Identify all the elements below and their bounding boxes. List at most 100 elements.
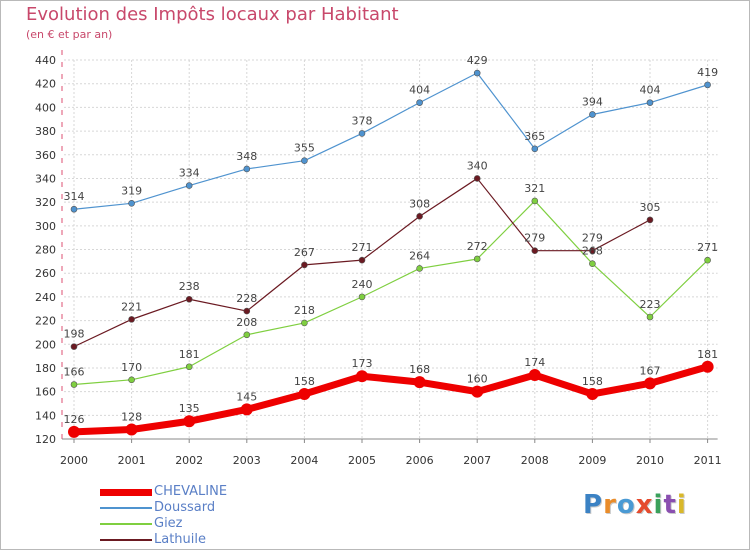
data-point-doussard bbox=[589, 111, 596, 118]
data-label-giez: 321 bbox=[524, 182, 545, 195]
x-tick-label: 2009 bbox=[578, 454, 606, 467]
legend-item-giez: Giez bbox=[100, 516, 320, 532]
data-label-giez: 223 bbox=[640, 298, 661, 311]
y-tick-label: 160 bbox=[35, 386, 56, 399]
data-point-giez bbox=[704, 256, 711, 264]
x-tick-label: 2001 bbox=[118, 454, 146, 467]
legend-item-chevaline: CHEVALINE bbox=[100, 484, 320, 500]
chart-subtitle: (en € et par an) bbox=[26, 28, 113, 41]
data-label-doussard: 378 bbox=[352, 114, 373, 127]
x-tick-label: 2008 bbox=[521, 454, 549, 467]
data-label-chevaline: 181 bbox=[697, 348, 718, 361]
data-labels: 314 319 334 348 355 378 404 429 365 394 404 419 166 1… bbox=[64, 54, 719, 426]
data-point-lathuile bbox=[358, 256, 366, 264]
data-label-chevaline: 158 bbox=[582, 375, 603, 388]
y-tick-label: 320 bbox=[35, 196, 56, 209]
data-label-lathuile: 221 bbox=[121, 300, 142, 313]
data-point-doussard bbox=[531, 145, 539, 153]
data-point-chevaline bbox=[240, 403, 253, 416]
data-label-doussard: 394 bbox=[582, 95, 603, 108]
data-point-chevaline bbox=[528, 369, 541, 382]
legend-label-giez: Giez bbox=[154, 516, 183, 531]
y-tick-label: 180 bbox=[35, 362, 56, 375]
series-line-chevaline bbox=[70, 363, 712, 436]
legend-label-chevaline: CHEVALINE bbox=[154, 484, 228, 499]
data-label-chevaline: 158 bbox=[294, 375, 315, 388]
legend-label-lathuile: Lathuile bbox=[154, 532, 207, 547]
data-label-giez: 272 bbox=[467, 240, 488, 253]
data-point-doussard bbox=[358, 130, 366, 137]
y-tick-label: 340 bbox=[35, 172, 56, 185]
data-label-lathuile: 271 bbox=[352, 241, 373, 254]
data-label-giez: 271 bbox=[697, 241, 718, 254]
data-label-doussard: 348 bbox=[236, 150, 257, 163]
data-point-chevaline bbox=[183, 415, 196, 428]
data-point-lathuile bbox=[128, 316, 135, 323]
y-tick-label: 360 bbox=[35, 149, 56, 162]
data-label-lathuile: 340 bbox=[467, 159, 488, 172]
series-doussard bbox=[70, 69, 711, 213]
data-point-doussard bbox=[301, 157, 308, 164]
x-tick-label: 2010 bbox=[636, 454, 664, 467]
data-point-lathuile bbox=[531, 247, 539, 254]
data-label-lathuile: 267 bbox=[294, 246, 315, 259]
data-point-giez bbox=[128, 376, 135, 384]
data-label-lathuile: 238 bbox=[179, 280, 200, 293]
data-point-doussard bbox=[128, 200, 135, 207]
axes: 120 140 160 180 200 220 240 260 280 300 320 340 360 3… bbox=[35, 50, 722, 467]
data-point-chevaline bbox=[413, 376, 426, 389]
legend-item-doussard: Doussard bbox=[100, 500, 320, 516]
y-tick-label: 120 bbox=[35, 433, 56, 446]
y-tick-label: 400 bbox=[35, 101, 56, 114]
data-label-giez: 208 bbox=[236, 316, 257, 329]
legend-swatch-doussard bbox=[100, 507, 152, 509]
data-label-doussard: 314 bbox=[64, 190, 85, 203]
data-label-doussard: 365 bbox=[524, 130, 545, 143]
y-tick-label: 220 bbox=[35, 315, 56, 328]
y-tick-label: 420 bbox=[35, 78, 56, 91]
data-point-giez bbox=[531, 197, 539, 205]
data-label-chevaline: 128 bbox=[121, 411, 142, 424]
x-tick-label: 2011 bbox=[694, 454, 722, 467]
x-tick-label: 2002 bbox=[175, 454, 203, 467]
y-tick-label: 300 bbox=[35, 220, 56, 233]
series-line-doussard bbox=[73, 72, 709, 210]
data-label-doussard: 334 bbox=[179, 167, 200, 180]
legend: CHEVALINE Doussard Giez Lathuile bbox=[100, 484, 320, 548]
data-point-lathuile bbox=[301, 261, 308, 269]
data-label-giez: 268 bbox=[582, 245, 603, 258]
data-label-chevaline: 174 bbox=[524, 356, 545, 369]
series-lathuile bbox=[70, 175, 654, 350]
data-label-giez: 264 bbox=[409, 249, 430, 262]
data-point-chevaline bbox=[125, 423, 138, 436]
y-tick-label: 140 bbox=[35, 409, 56, 422]
y-tick-label: 200 bbox=[35, 338, 56, 351]
data-label-chevaline: 160 bbox=[467, 373, 488, 386]
data-point-chevaline bbox=[471, 385, 484, 398]
data-label-lathuile: 279 bbox=[582, 232, 603, 245]
data-point-doussard bbox=[473, 69, 481, 77]
data-point-lathuile bbox=[646, 216, 654, 224]
data-label-lathuile: 198 bbox=[64, 328, 85, 341]
data-point-giez bbox=[416, 265, 423, 272]
data-label-doussard: 404 bbox=[640, 84, 661, 97]
series-line-giez bbox=[73, 200, 709, 386]
y-tick-label: 380 bbox=[35, 125, 56, 138]
data-label-lathuile: 305 bbox=[640, 201, 661, 214]
data-label-lathuile: 279 bbox=[524, 232, 545, 245]
data-label-lathuile: 308 bbox=[409, 197, 430, 210]
data-point-giez bbox=[185, 363, 193, 371]
data-label-giez: 240 bbox=[352, 278, 373, 291]
data-point-lathuile bbox=[185, 295, 193, 303]
chart-title: Evolution des Impôts locaux par Habitant bbox=[26, 4, 399, 25]
data-point-giez bbox=[473, 255, 481, 263]
data-label-doussard: 404 bbox=[409, 84, 430, 97]
data-label-lathuile: 228 bbox=[236, 292, 257, 305]
data-point-doussard bbox=[185, 182, 193, 189]
x-tick-label: 2007 bbox=[463, 454, 491, 467]
data-point-giez bbox=[358, 293, 366, 301]
data-point-lathuile bbox=[473, 175, 481, 182]
data-label-chevaline: 168 bbox=[409, 363, 430, 376]
